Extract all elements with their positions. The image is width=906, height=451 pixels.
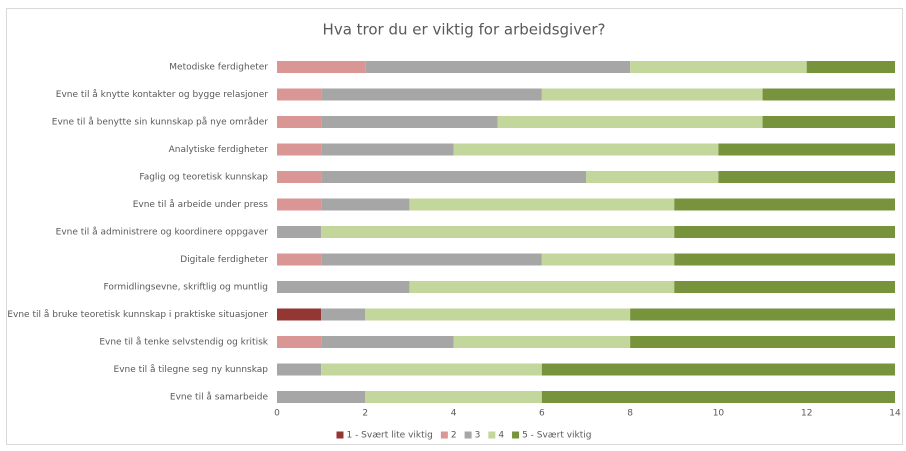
bar-segment (453, 143, 719, 156)
legend-swatch (488, 431, 496, 439)
legend-label: 2 (451, 431, 457, 441)
x-tick-label: 14 (889, 409, 901, 419)
bar-segment (277, 61, 366, 73)
x-tick-label: 10 (713, 409, 725, 419)
bar-segment (630, 308, 895, 321)
bar-segment (541, 88, 763, 101)
bar-segment (277, 363, 322, 376)
bar-segment (277, 391, 366, 403)
y-tick-label: Evne til å bruke teoretisk kunnskap i pr… (7, 309, 268, 320)
bar-segment (674, 198, 895, 211)
legend-label: 5 - Svært viktig (522, 431, 591, 441)
bar-segment (321, 308, 366, 321)
legend-swatch (336, 431, 344, 439)
bar-segment (541, 363, 895, 376)
bar-segment (321, 198, 410, 211)
bar-segment (321, 253, 542, 266)
bar-segment (321, 363, 542, 376)
y-tick-label: Evne til å tilegne seg ny kunnskap (114, 364, 269, 375)
bar-segment (277, 226, 322, 238)
legend-label: 1 - Svært lite viktig (346, 431, 432, 441)
y-tick-label: Formidlingsevne, skriftlig og muntlig (103, 283, 268, 293)
legend-swatch (512, 431, 520, 439)
x-tick-label: 2 (362, 409, 368, 419)
x-tick-label: 6 (539, 409, 545, 419)
y-tick-label: Evne til å administrere og koordinere op… (56, 227, 269, 238)
bar-segment (630, 336, 895, 348)
bar-segment (806, 61, 895, 73)
bar-segment (321, 116, 498, 128)
bar-segment (321, 143, 454, 156)
bar-segment (277, 171, 322, 183)
y-tick-label: Metodiske ferdigheter (169, 63, 268, 73)
bar-segment (277, 143, 322, 156)
bar-segment (277, 253, 322, 266)
bar-segment (277, 281, 410, 293)
bar-segment (762, 116, 895, 128)
y-tick-label: Digitale ferdigheter (180, 255, 268, 265)
x-tick-label: 0 (274, 409, 280, 419)
y-tick-label: Evne til å knytte kontakter og bygge rel… (56, 89, 268, 100)
bar-segment (718, 171, 895, 183)
y-tick-label: Evne til å arbeide under press (133, 199, 269, 210)
bar-segment (277, 88, 322, 101)
bar-segment (674, 253, 895, 266)
bar-segment (762, 88, 895, 101)
bar-segment (497, 116, 763, 128)
bar-segment (453, 336, 631, 348)
x-tick-label: 12 (801, 409, 812, 419)
bar-segment (541, 391, 895, 403)
x-tick-label: 8 (627, 409, 633, 419)
bar-segment (321, 88, 542, 101)
bar-segment (277, 116, 322, 128)
bar-segment (718, 143, 895, 156)
bar-segment (321, 171, 586, 183)
bar-segment (409, 198, 675, 211)
chart-title: Hva tror du er viktig for arbeidsgiver? (323, 21, 606, 39)
bar-segment (586, 171, 719, 183)
legend-label: 3 (475, 431, 481, 441)
legend-swatch (440, 431, 448, 439)
bar-segment (630, 61, 807, 73)
bar-segment (365, 308, 631, 321)
bar-segment (321, 226, 675, 238)
bar-segment (541, 253, 675, 266)
y-tick-label: Evne til å samarbeide (170, 392, 269, 403)
bar-segment (321, 336, 454, 348)
bar-segment (277, 198, 322, 211)
y-tick-label: Evne til å tenke selvstendig og kritisk (99, 337, 268, 348)
bar-segment (365, 391, 542, 403)
legend-label: 4 (498, 431, 504, 441)
legend-swatch (464, 431, 472, 439)
y-tick-label: Faglig og teoretisk kunnskap (139, 173, 268, 183)
y-tick-label: Evne til å benytte sin kunnskap på nye o… (52, 117, 269, 128)
bar-segment (277, 336, 322, 348)
bar-segment (277, 308, 322, 321)
bar-segment (674, 281, 895, 293)
bar-segment (674, 226, 895, 238)
y-tick-label: Analytiske ferdigheter (169, 145, 269, 155)
x-tick-label: 4 (451, 409, 457, 419)
bar-segment (365, 61, 631, 73)
bar-segment (409, 281, 675, 293)
